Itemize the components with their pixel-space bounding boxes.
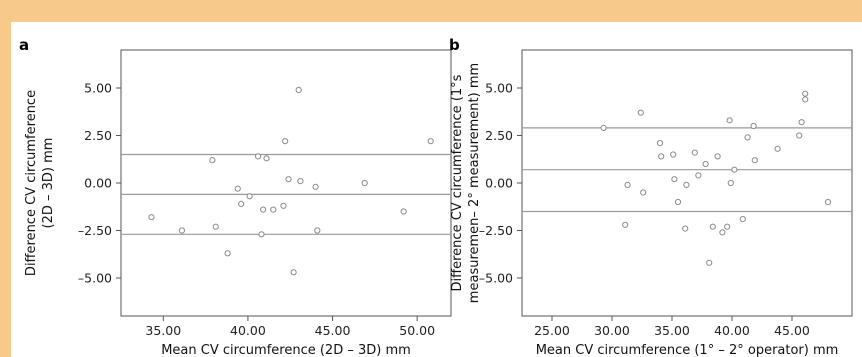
data-point	[670, 151, 677, 158]
data-point	[751, 157, 758, 164]
chart-panel-a: 5.00 2.50 0.00 –2.50 –5.00 35.00 40.00 45.00 50.…	[19, 36, 452, 357]
panel-letter: a	[19, 36, 29, 54]
y-axis-title: (2D – 3D) mm	[41, 138, 56, 229]
x-axis-title: Mean CV circumference (1° – 2° operator)…	[536, 343, 839, 357]
data-point	[671, 176, 678, 183]
y-tick-label: 2.50	[84, 128, 112, 143]
data-point	[260, 206, 267, 213]
data-point	[622, 221, 629, 228]
data-point	[739, 216, 746, 223]
y-tick-label: 0.00	[485, 176, 513, 191]
figure-content: 5.00 2.50 0.00 –2.50 –5.00 35.00 40.00 45.00 50.…	[11, 22, 862, 357]
x-tick-label: 30.00	[594, 323, 630, 338]
data-point	[656, 140, 664, 147]
data-point	[658, 153, 665, 160]
x-axis-title: Mean CV circumference (2D – 3D) mm	[161, 343, 411, 357]
data-point	[750, 122, 757, 130]
y-tick-label: –5.00	[78, 271, 112, 286]
data-point	[802, 90, 809, 97]
data-point	[209, 157, 216, 164]
y-tick-label: –5.00	[479, 271, 513, 286]
figure-border-left	[0, 22, 11, 357]
data-point	[726, 117, 733, 124]
data-point	[400, 208, 407, 215]
y-tick-label: 2.50	[485, 128, 513, 143]
y-tick-label: 5.00	[84, 81, 112, 96]
data-point	[682, 225, 689, 232]
data-point	[744, 134, 751, 141]
data-point	[263, 155, 270, 162]
x-tick-label: 40.00	[230, 323, 266, 338]
data-point	[282, 138, 289, 145]
data-point	[212, 223, 219, 230]
data-point	[290, 269, 297, 276]
data-point	[774, 145, 781, 152]
data-point	[683, 181, 690, 188]
chart-panel-b: 5.00 2.50 0.00 –2.50 –5.00 25.00 30.00 35.00 40.…	[449, 36, 853, 357]
data-point	[312, 183, 319, 190]
figure-border-top	[0, 0, 862, 22]
data-point	[709, 223, 716, 230]
data-point	[674, 198, 682, 206]
x-tick-label: 35.00	[654, 323, 690, 338]
data-point	[727, 179, 734, 187]
data-point	[361, 179, 368, 187]
x-tick-label: 50.00	[399, 323, 435, 338]
data-point	[297, 178, 304, 185]
x-tick-label: 45.00	[774, 323, 810, 338]
data-point	[285, 176, 292, 183]
y-tick-label: –2.50	[78, 223, 112, 238]
data-point	[148, 214, 155, 221]
y-tick-label: 0.00	[84, 176, 112, 191]
data-point	[724, 223, 731, 230]
data-point	[702, 160, 709, 168]
plot-area	[120, 49, 452, 317]
x-tick-label: 25.00	[534, 323, 570, 338]
data-point	[234, 185, 241, 192]
data-point	[238, 200, 245, 207]
data-point	[178, 227, 186, 234]
data-point	[714, 153, 721, 160]
data-point	[719, 229, 726, 236]
data-point	[258, 231, 265, 238]
data-point	[314, 227, 321, 234]
data-point	[706, 259, 713, 266]
x-tick-label: 45.00	[315, 323, 351, 338]
data-point	[731, 166, 738, 173]
y-tick-label: 5.00	[485, 81, 513, 96]
data-point	[637, 109, 644, 116]
data-point	[224, 250, 231, 257]
data-point	[695, 172, 702, 179]
data-point	[427, 138, 434, 145]
data-point	[798, 119, 805, 126]
charts-svg: 5.00 2.50 0.00 –2.50 –5.00 35.00 40.00 45.00 50.…	[19, 36, 853, 357]
data-point	[254, 153, 262, 160]
data-point	[246, 193, 253, 200]
data-point	[640, 189, 647, 196]
data-point	[824, 198, 832, 206]
data-point	[691, 149, 698, 156]
data-point	[600, 124, 607, 132]
y-tick-label: –2.50	[479, 223, 513, 238]
data-point	[295, 86, 302, 94]
data-point	[802, 96, 809, 103]
data-point	[270, 206, 277, 213]
x-tick-label: 35.00	[145, 323, 181, 338]
x-tick-label: 40.00	[714, 323, 750, 338]
y-axis-title: measuremen– 2° measurement) mm	[467, 63, 482, 303]
y-axis-title: Difference CV circumference (1°s	[450, 74, 465, 291]
data-point	[280, 202, 287, 209]
y-axis-title: Difference CV circumference	[24, 90, 39, 276]
data-point	[796, 132, 803, 139]
data-point	[624, 181, 631, 188]
panel-letter: b	[449, 36, 460, 54]
